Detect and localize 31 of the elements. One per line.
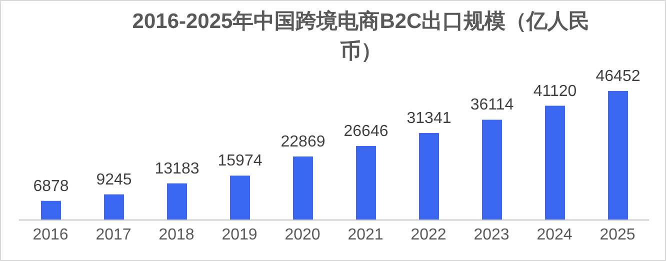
data-label: 31341 xyxy=(406,110,452,127)
data-label: 9245 xyxy=(96,171,132,188)
x-tick-label: 2025 xyxy=(600,226,636,244)
x-tick-label: 2016 xyxy=(32,226,68,244)
data-label: 46452 xyxy=(596,68,640,85)
bar xyxy=(419,132,439,220)
x-tick-label: 2024 xyxy=(536,226,572,244)
x-tick-label: 2018 xyxy=(158,226,194,244)
x-tick-label: 2020 xyxy=(284,226,320,244)
x-tick-label: 2022 xyxy=(410,226,446,244)
bar xyxy=(104,194,124,220)
data-label: 36114 xyxy=(470,96,514,114)
x-tick-label: 2019 xyxy=(222,226,258,244)
data-label: 15974 xyxy=(218,152,262,170)
data-label: 41120 xyxy=(533,82,577,100)
bar xyxy=(482,120,502,220)
bar xyxy=(356,146,376,220)
x-tick-label: 2023 xyxy=(474,226,510,244)
x-tick-label: 2017 xyxy=(96,226,132,244)
chart-title: 2016-2025年中国跨境电商B2C出口规模（亿人民币） xyxy=(131,8,591,65)
data-label: 22869 xyxy=(280,133,326,150)
bar xyxy=(608,91,628,220)
data-label: 13183 xyxy=(154,160,200,178)
bar xyxy=(41,200,61,220)
bar xyxy=(167,183,187,220)
bar xyxy=(293,156,313,220)
bar xyxy=(230,176,250,220)
data-label: 6878 xyxy=(33,178,69,195)
data-label: 26646 xyxy=(344,123,388,140)
x-tick-label: 2021 xyxy=(348,226,384,244)
bar xyxy=(545,106,565,220)
